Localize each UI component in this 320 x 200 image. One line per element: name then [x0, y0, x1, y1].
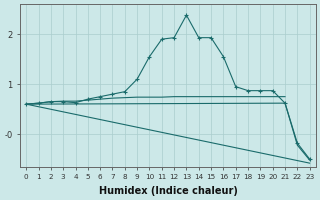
X-axis label: Humidex (Indice chaleur): Humidex (Indice chaleur): [99, 186, 237, 196]
